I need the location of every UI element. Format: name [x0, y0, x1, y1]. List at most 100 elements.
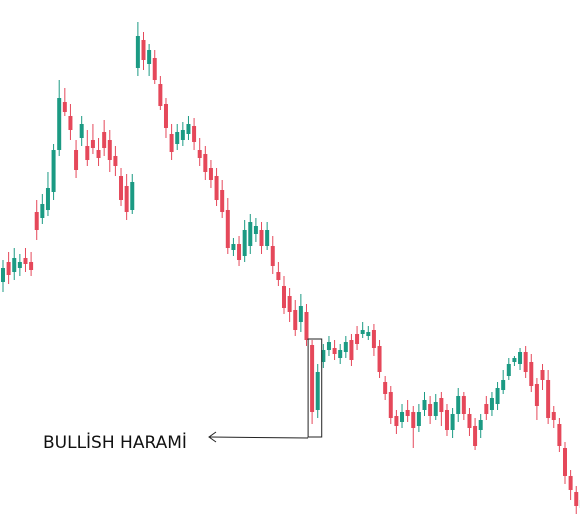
candle-body — [501, 380, 506, 390]
candle-bearish — [259, 222, 264, 254]
candle-body — [124, 186, 129, 212]
candle-body — [34, 212, 39, 230]
candle-body — [383, 382, 388, 394]
candle-body — [45, 188, 50, 210]
candle-body — [473, 426, 478, 446]
candle-bearish — [563, 442, 567, 484]
candle-bullish — [17, 254, 22, 276]
candle-bearish — [214, 168, 219, 206]
candle-body — [518, 352, 523, 364]
candle-body — [175, 132, 180, 144]
candle-body — [360, 330, 365, 334]
candle-body — [6, 262, 11, 275]
candle-body — [551, 412, 556, 420]
candle-bearish — [74, 140, 79, 178]
candle-body — [467, 414, 472, 428]
candle-bearish — [568, 470, 573, 500]
candle-bullish — [265, 222, 270, 250]
candle-bearish — [102, 120, 107, 156]
candle-body — [203, 154, 208, 172]
candle-bullish — [147, 44, 152, 76]
candle-body — [310, 345, 315, 412]
candle-bullish — [12, 248, 17, 280]
candle-bearish — [428, 396, 433, 424]
candle-bearish — [349, 334, 354, 366]
candle-body — [141, 40, 146, 60]
candle-bullish — [456, 388, 461, 422]
candle-bearish — [276, 262, 281, 286]
candle-body — [197, 150, 202, 158]
candle-bearish — [383, 376, 388, 400]
candle-body — [529, 362, 534, 386]
candle-bullish — [186, 116, 191, 140]
candle-bullish — [45, 172, 50, 216]
candle-body — [102, 132, 107, 148]
candle-bullish — [478, 414, 483, 438]
candle-bearish — [107, 130, 112, 172]
candle-body — [259, 230, 264, 246]
candle-bearish — [388, 386, 393, 424]
candle-bullish — [343, 336, 348, 358]
candle-bearish — [203, 146, 208, 180]
candle-body — [456, 396, 461, 414]
candle-bullish — [506, 358, 511, 380]
candle-body — [546, 380, 551, 418]
candle-bearish — [371, 324, 376, 356]
candle-body — [568, 476, 573, 490]
candle-bullish — [40, 194, 45, 224]
candle-bearish — [68, 104, 73, 140]
candle-bearish — [152, 50, 157, 84]
candle-bullish — [248, 214, 253, 254]
candle-body — [355, 334, 360, 344]
candle-bearish — [484, 396, 489, 420]
candle-bearish — [225, 198, 230, 254]
candle-body — [540, 370, 545, 380]
candle-bullish — [130, 174, 135, 214]
candle-bearish — [62, 88, 67, 116]
candle-bearish — [467, 408, 472, 436]
candle-body — [1, 268, 5, 282]
candles-layer — [1, 22, 580, 514]
candle-body — [439, 398, 444, 412]
candle-bearish — [523, 346, 528, 378]
candle-bearish — [444, 404, 449, 436]
candle-bearish — [158, 76, 163, 110]
candle-bullish — [231, 238, 236, 256]
candle-bearish — [119, 168, 124, 206]
candle-bullish — [518, 348, 523, 370]
candle-bullish — [321, 344, 326, 368]
candle-bullish — [422, 392, 427, 416]
candle-body — [411, 412, 416, 428]
candle-bearish — [237, 236, 242, 266]
candle-body — [17, 262, 22, 268]
candle-body — [96, 150, 101, 158]
candle-body — [450, 414, 455, 430]
candle-body — [74, 150, 79, 170]
candle-body — [394, 416, 399, 426]
annotation-layer: BULLİSH HARAMİ — [43, 338, 323, 453]
candle-body — [349, 340, 354, 360]
candle-body — [135, 36, 140, 68]
candle-bearish — [546, 370, 551, 424]
candle-bearish — [192, 118, 197, 150]
candle-bullish — [501, 370, 506, 394]
candle-body — [231, 244, 236, 250]
candle-bullish — [1, 260, 5, 292]
candle-bullish — [315, 364, 320, 418]
candle-bullish — [298, 294, 303, 332]
candle-body — [220, 190, 225, 212]
candle-body — [495, 388, 500, 404]
candle-bearish — [551, 406, 556, 428]
candle-body — [107, 140, 112, 160]
candle-bearish — [411, 406, 416, 448]
candle-bullish — [338, 344, 343, 364]
candle-bullish — [51, 144, 56, 200]
candle-body — [282, 286, 286, 308]
candle-body — [416, 412, 421, 426]
candle-body — [557, 424, 562, 446]
candle-body — [332, 348, 337, 354]
candle-bullish — [79, 116, 84, 146]
candle-bearish — [534, 378, 539, 420]
candle-body — [298, 306, 303, 322]
